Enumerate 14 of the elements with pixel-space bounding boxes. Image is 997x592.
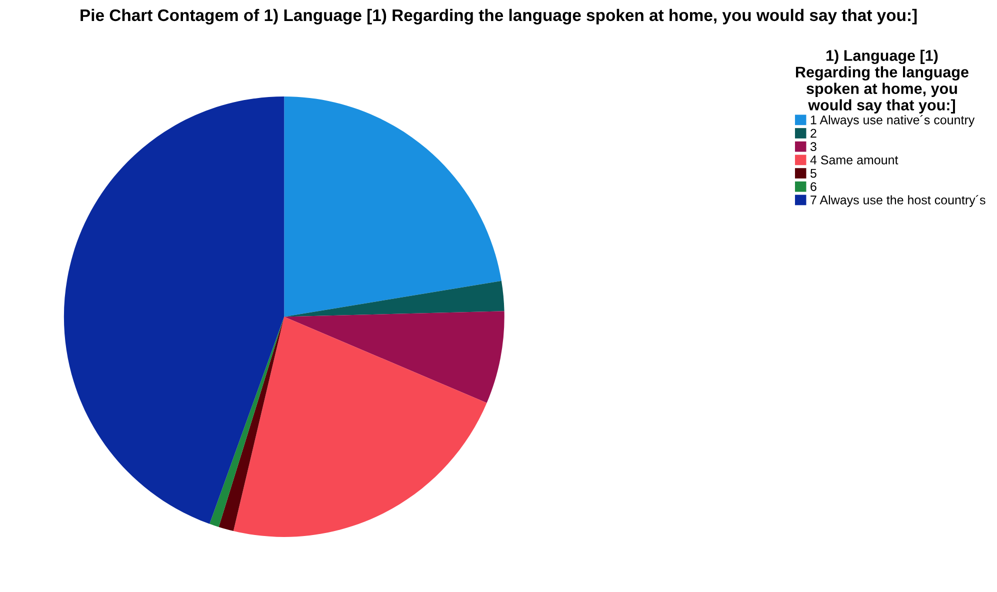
legend-label: 2 [810,128,816,138]
pie-slice [64,96,284,524]
chart-title: Pie Chart Contagem of 1) Language [1) Regarding the language spoken at home, you would say that you:] [80,8,917,24]
legend-label: 1 Always use native´s country [810,115,975,127]
legend-label: 6 [810,182,816,192]
pie-slice [284,280,504,317]
legend-label: 3 [810,142,816,152]
legend-label: 7 Always use the host country´s [810,195,986,207]
legend-label: 4 Same amount [810,156,898,164]
legend-label: 5 [810,169,816,178]
pie-slice [284,311,504,403]
pie-slice [233,316,487,537]
legend-title: 1) Language [1) Regarding the language spoken at home, you would say that you:] [796,50,968,114]
pie-slice [284,96,502,317]
